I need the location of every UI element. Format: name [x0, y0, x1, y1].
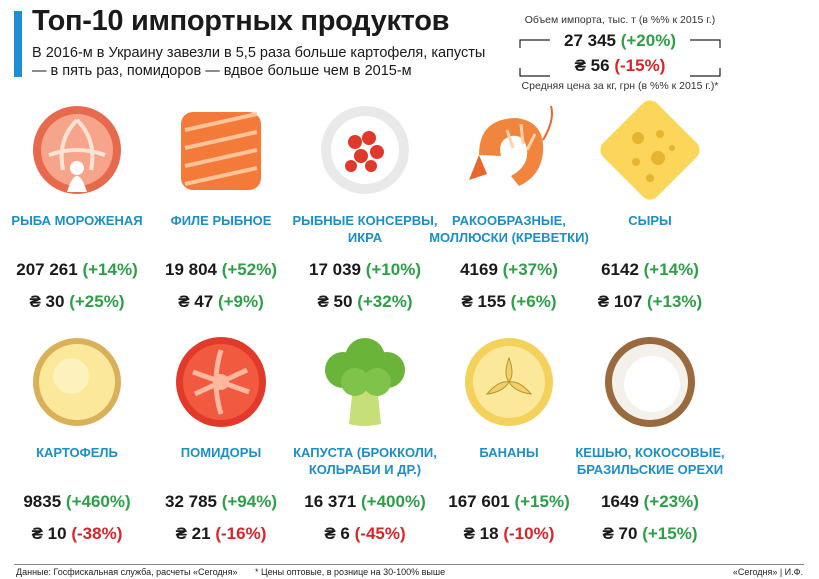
product-name: Кешью, кокосовые, бразильские орехи: [575, 445, 725, 477]
product-name: Помидоры: [180, 445, 262, 460]
product-price: ₴ 107 (+13%): [597, 292, 703, 311]
coconut-icon: [605, 337, 695, 427]
product-name: Капуста (брокколи, кольраби и др.): [293, 445, 437, 477]
product-name: Филе рыбное: [170, 213, 272, 228]
shrimp-icon: [469, 105, 553, 186]
product-price: ₴ 6 (-45%): [324, 524, 406, 543]
caviar-icon: [321, 106, 409, 194]
product-name: Ракообразные, моллюски (креветки): [429, 213, 589, 245]
legend-price-caption: Средняя цена за кг, грн (в %% к 2015 г.)…: [521, 80, 719, 92]
product-price: ₴ 10 (-38%): [31, 524, 123, 543]
legend-price: ₴ 56 (-15%): [490, 56, 750, 76]
broccoli-icon: [325, 338, 405, 426]
accent-bar: [14, 11, 22, 77]
potato-icon: [33, 338, 121, 426]
legend-volume: 27 345 (+20%): [490, 31, 750, 51]
product-volume: 16 371 (+400%): [304, 492, 426, 511]
product-volume: 9835 (+460%): [23, 492, 131, 511]
legend-brackets: [519, 39, 721, 77]
product-name: Сыры: [628, 213, 672, 228]
product-name: Картофель: [36, 445, 118, 460]
product-price: ₴ 70 (+15%): [602, 524, 698, 543]
footer-note: * Цены оптовые, в рознице на 30-100% выш…: [255, 567, 446, 577]
product-name: Рыба мороженая: [11, 213, 143, 228]
fish-steak-icon: [33, 106, 121, 194]
legend-volume-value: 27 345: [563, 31, 616, 50]
footer-credit: «Сегодня» | И.Ф.: [732, 567, 803, 577]
product-volume: 32 785 (+94%): [164, 492, 277, 511]
footer-source: Данные: Госфискальная служба, расчеты «С…: [16, 567, 238, 577]
product-name: Бананы: [479, 445, 539, 460]
tomato-icon: [176, 337, 266, 427]
product-volume: 4169 (+37%): [460, 260, 558, 279]
product-price: ₴ 47 (+9%): [178, 292, 264, 311]
legend-price-change: (-15%): [614, 56, 666, 75]
footer-divider: [14, 564, 804, 565]
product-volume: 17 039 (+10%): [308, 260, 421, 279]
product-price: ₴ 155 (+6%): [461, 292, 557, 311]
product-price: ₴ 50 (+32%): [317, 292, 413, 311]
banana-icon: [465, 338, 553, 426]
product-price: ₴ 21 (-16%): [175, 524, 267, 543]
fish-fillet-icon: [181, 112, 261, 190]
product-volume: 1649 (+23%): [601, 492, 699, 511]
product-volume: 6142 (+14%): [601, 260, 699, 279]
legend-price-value: ₴ 56: [574, 56, 610, 75]
legend-volume-change: (+20%): [620, 31, 676, 50]
legend-volume-caption: Объем импорта, тыс. т (в %% к 2015 г.): [524, 14, 716, 26]
page-subtitle: В 2016-м в Украину завезли в 5,5 раза бо…: [32, 45, 486, 79]
cheese-icon: [600, 100, 700, 200]
product-price: ₴ 18 (-10%): [463, 524, 555, 543]
product-name: Рыбные консервы, икра: [292, 213, 438, 245]
page-title: Топ-10 импортных продуктов: [32, 5, 450, 37]
product-price: ₴ 30 (+25%): [29, 292, 125, 311]
product-volume: 167 601 (+15%): [448, 492, 570, 511]
product-volume: 19 804 (+52%): [164, 260, 277, 279]
product-volume: 207 261 (+14%): [16, 260, 138, 279]
